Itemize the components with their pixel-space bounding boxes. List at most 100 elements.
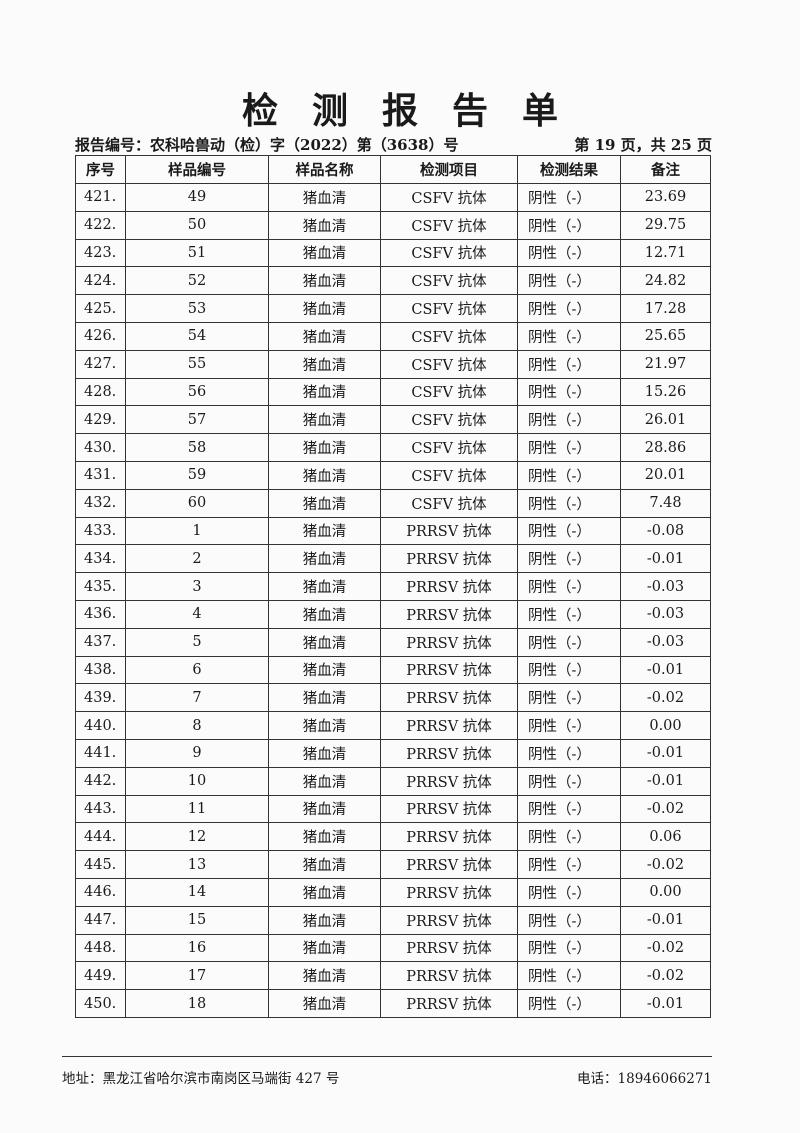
cell-test-item: PRRSV 抗体 bbox=[380, 850, 518, 879]
cell-sample-name: 猪血清 bbox=[268, 794, 381, 824]
cell-seq: 441. bbox=[75, 738, 126, 768]
cell-sample-name: 猪血清 bbox=[268, 210, 381, 240]
cell-test-result: 阴性（-） bbox=[517, 766, 621, 796]
cell-note: 0.00 bbox=[620, 877, 711, 907]
table-row: 427. 55 猪血清 CSFV 抗体 阴性（-） 21.97 bbox=[75, 349, 711, 379]
table-row: 431. 59 猪血清 CSFV 抗体 阴性（-） 20.01 bbox=[75, 460, 711, 490]
cell-test-item: PRRSV 抗体 bbox=[380, 627, 518, 657]
cell-test-result: 阴性（-） bbox=[517, 210, 621, 240]
cell-sample-name: 猪血清 bbox=[268, 877, 381, 907]
cell-sample-no: 3 bbox=[125, 572, 269, 601]
cell-seq: 440. bbox=[75, 711, 126, 740]
cell-note: 17.28 bbox=[620, 294, 711, 323]
cell-sample-name: 猪血清 bbox=[268, 266, 381, 296]
table-row: 434. 2 猪血清 PRRSV 抗体 阴性（-） -0.01 bbox=[75, 544, 711, 574]
cell-sample-name: 猪血清 bbox=[268, 544, 381, 574]
cell-sample-no: 10 bbox=[125, 766, 269, 796]
cell-test-item: PRRSV 抗体 bbox=[380, 599, 518, 629]
cell-test-result: 阴性（-） bbox=[517, 794, 621, 824]
cell-test-result: 阴性（-） bbox=[517, 655, 621, 685]
cell-test-result: 阴性（-） bbox=[517, 989, 621, 1018]
cell-test-item: PRRSV 抗体 bbox=[380, 822, 518, 852]
cell-seq: 425. bbox=[75, 294, 126, 323]
cell-seq: 450. bbox=[75, 989, 126, 1018]
cell-test-item: CSFV 抗体 bbox=[380, 210, 518, 240]
cell-sample-no: 4 bbox=[125, 599, 269, 629]
cell-note: -0.02 bbox=[620, 794, 711, 824]
cell-test-result: 阴性（-） bbox=[517, 321, 621, 351]
table-row: 448. 16 猪血清 PRRSV 抗体 阴性（-） -0.02 bbox=[75, 933, 711, 963]
cell-sample-no: 54 bbox=[125, 321, 269, 351]
table-row: 441. 9 猪血清 PRRSV 抗体 阴性（-） -0.01 bbox=[75, 738, 711, 768]
cell-seq: 424. bbox=[75, 266, 126, 296]
cell-note: -0.01 bbox=[620, 544, 711, 574]
cell-test-result: 阴性（-） bbox=[517, 599, 621, 629]
cell-note: 20.01 bbox=[620, 460, 711, 490]
cell-test-result: 阴性（-） bbox=[517, 433, 621, 462]
cell-test-result: 阴性（-） bbox=[517, 460, 621, 490]
cell-seq: 426. bbox=[75, 321, 126, 351]
cell-test-result: 阴性（-） bbox=[517, 961, 621, 991]
cell-sample-no: 11 bbox=[125, 794, 269, 824]
footer-phone: 电话：18946066271 bbox=[577, 1071, 712, 1087]
table-row: 433. 1 猪血清 PRRSV 抗体 阴性（-） -0.08 bbox=[75, 516, 711, 546]
cell-test-result: 阴性（-） bbox=[517, 266, 621, 296]
cell-test-item: CSFV 抗体 bbox=[380, 183, 518, 212]
cell-seq: 428. bbox=[75, 377, 126, 407]
cell-sample-name: 猪血清 bbox=[268, 349, 381, 379]
cell-sample-name: 猪血清 bbox=[268, 711, 381, 740]
cell-note: 25.65 bbox=[620, 321, 711, 351]
cell-seq: 449. bbox=[75, 961, 126, 991]
cell-seq: 445. bbox=[75, 850, 126, 879]
cell-sample-name: 猪血清 bbox=[268, 377, 381, 407]
cell-sample-name: 猪血清 bbox=[268, 183, 381, 212]
cell-test-item: CSFV 抗体 bbox=[380, 266, 518, 296]
header-note: 备注 bbox=[620, 155, 711, 184]
table-row: 436. 4 猪血清 PRRSV 抗体 阴性（-） -0.03 bbox=[75, 599, 711, 629]
cell-sample-no: 14 bbox=[125, 877, 269, 907]
cell-seq: 447. bbox=[75, 905, 126, 935]
table-header-row: 序号 样品编号 样品名称 检测项目 检测结果 备注 bbox=[75, 155, 711, 184]
cell-note: -0.01 bbox=[620, 989, 711, 1018]
cell-sample-no: 58 bbox=[125, 433, 269, 462]
table-row: 440. 8 猪血清 PRRSV 抗体 阴性（-） 0.00 bbox=[75, 711, 711, 740]
cell-sample-no: 60 bbox=[125, 488, 269, 518]
cell-sample-name: 猪血清 bbox=[268, 627, 381, 657]
cell-sample-no: 57 bbox=[125, 405, 269, 435]
table-row: 444. 12 猪血清 PRRSV 抗体 阴性（-） 0.06 bbox=[75, 822, 711, 852]
cell-seq: 422. bbox=[75, 210, 126, 240]
cell-note: -0.01 bbox=[620, 766, 711, 796]
cell-sample-no: 15 bbox=[125, 905, 269, 935]
table-row: 450. 18 猪血清 PRRSV 抗体 阴性（-） -0.01 bbox=[75, 989, 711, 1018]
cell-seq: 443. bbox=[75, 794, 126, 824]
document-title: 检测报告单 bbox=[241, 91, 592, 132]
table-row: 449. 17 猪血清 PRRSV 抗体 阴性（-） -0.02 bbox=[75, 961, 711, 991]
cell-test-result: 阴性（-） bbox=[517, 711, 621, 740]
cell-test-result: 阴性（-） bbox=[517, 544, 621, 574]
cell-seq: 421. bbox=[75, 183, 126, 212]
cell-sample-no: 7 bbox=[125, 683, 269, 713]
cell-sample-no: 1 bbox=[125, 516, 269, 546]
cell-seq: 446. bbox=[75, 877, 126, 907]
cell-note: -0.08 bbox=[620, 516, 711, 546]
cell-test-result: 阴性（-） bbox=[517, 488, 621, 518]
cell-sample-no: 6 bbox=[125, 655, 269, 685]
cell-test-item: CSFV 抗体 bbox=[380, 405, 518, 435]
cell-note: 0.00 bbox=[620, 711, 711, 740]
cell-test-item: PRRSV 抗体 bbox=[380, 544, 518, 574]
cell-sample-no: 51 bbox=[125, 238, 269, 268]
cell-note: 26.01 bbox=[620, 405, 711, 435]
cell-note: 29.75 bbox=[620, 210, 711, 240]
cell-sample-name: 猪血清 bbox=[268, 599, 381, 629]
cell-sample-name: 猪血清 bbox=[268, 822, 381, 852]
table-row: 446. 14 猪血清 PRRSV 抗体 阴性（-） 0.00 bbox=[75, 877, 711, 907]
cell-test-item: PRRSV 抗体 bbox=[380, 989, 518, 1018]
cell-test-result: 阴性（-） bbox=[517, 905, 621, 935]
table-row: 447. 15 猪血清 PRRSV 抗体 阴性（-） -0.01 bbox=[75, 905, 711, 935]
cell-seq: 436. bbox=[75, 599, 126, 629]
header-test-result: 检测结果 bbox=[517, 155, 621, 184]
cell-seq: 432. bbox=[75, 488, 126, 518]
cell-test-result: 阴性（-） bbox=[517, 238, 621, 268]
cell-test-item: PRRSV 抗体 bbox=[380, 961, 518, 991]
cell-seq: 423. bbox=[75, 238, 126, 268]
